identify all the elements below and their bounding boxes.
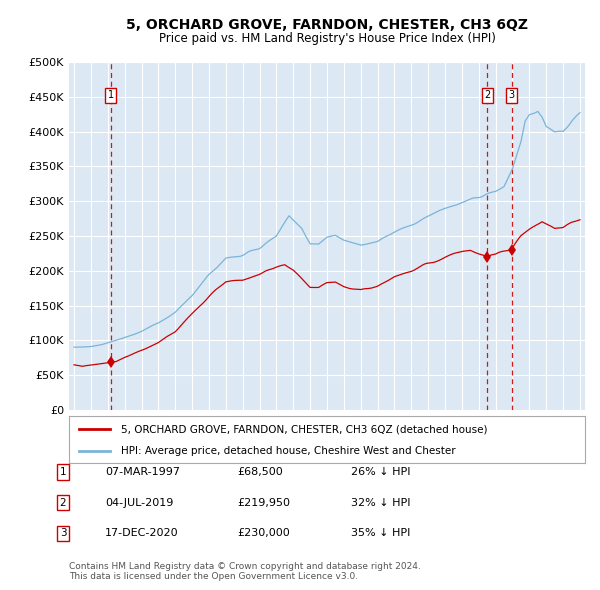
- Text: 35% ↓ HPI: 35% ↓ HPI: [351, 529, 410, 538]
- Text: 3: 3: [59, 529, 67, 538]
- Text: Contains HM Land Registry data © Crown copyright and database right 2024.
This d: Contains HM Land Registry data © Crown c…: [69, 562, 421, 581]
- Text: 3: 3: [509, 90, 515, 100]
- Text: 1: 1: [108, 90, 114, 100]
- Text: 5, ORCHARD GROVE, FARNDON, CHESTER, CH3 6QZ (detached house): 5, ORCHARD GROVE, FARNDON, CHESTER, CH3 …: [121, 424, 487, 434]
- Text: 32% ↓ HPI: 32% ↓ HPI: [351, 498, 410, 507]
- Text: 2: 2: [59, 498, 67, 507]
- Text: 26% ↓ HPI: 26% ↓ HPI: [351, 467, 410, 477]
- Text: 1: 1: [59, 467, 67, 477]
- Text: 5, ORCHARD GROVE, FARNDON, CHESTER, CH3 6QZ: 5, ORCHARD GROVE, FARNDON, CHESTER, CH3 …: [126, 18, 528, 32]
- Text: HPI: Average price, detached house, Cheshire West and Chester: HPI: Average price, detached house, Ches…: [121, 447, 455, 456]
- Text: £219,950: £219,950: [237, 498, 290, 507]
- Text: 2: 2: [484, 90, 490, 100]
- Text: £230,000: £230,000: [237, 529, 290, 538]
- Text: £68,500: £68,500: [237, 467, 283, 477]
- Text: Price paid vs. HM Land Registry's House Price Index (HPI): Price paid vs. HM Land Registry's House …: [158, 32, 496, 45]
- Text: 07-MAR-1997: 07-MAR-1997: [105, 467, 180, 477]
- Text: 17-DEC-2020: 17-DEC-2020: [105, 529, 179, 538]
- Text: 04-JUL-2019: 04-JUL-2019: [105, 498, 173, 507]
